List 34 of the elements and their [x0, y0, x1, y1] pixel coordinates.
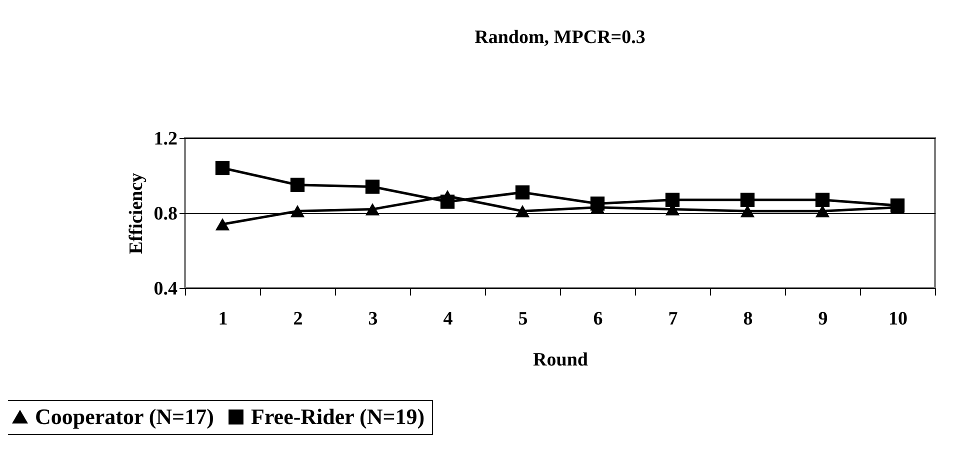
point	[890, 198, 905, 213]
x-tick-label: 7	[668, 308, 678, 330]
y-tick-label: 0.4	[154, 278, 178, 300]
point	[515, 185, 530, 200]
x-tick-label: 1	[218, 308, 228, 330]
x-tick-label: 2	[293, 308, 303, 330]
x-tick-label: 10	[888, 308, 908, 330]
point	[440, 194, 455, 209]
point	[290, 178, 305, 192]
point	[665, 192, 680, 207]
y-tick-label: 0.8	[154, 204, 178, 224]
point	[740, 205, 755, 218]
point	[815, 205, 830, 218]
x-tick-label: 4	[443, 308, 454, 330]
point	[215, 218, 230, 230]
x-axis-title: Round	[533, 350, 588, 370]
point	[215, 160, 230, 176]
legend-label: Free-Rider (N=19)	[251, 404, 425, 429]
legend-label: Cooperator (N=17)	[35, 404, 214, 429]
y-tick-label: 1.2	[154, 128, 178, 150]
point	[365, 180, 380, 194]
point	[740, 192, 755, 207]
point	[290, 205, 305, 218]
y-axis-title: Efficiency	[126, 172, 147, 254]
x-tick-label: 5	[518, 308, 528, 330]
point	[515, 205, 530, 218]
point	[815, 192, 830, 207]
x-tick-label: 6	[593, 308, 603, 330]
x-tick-label: 8	[743, 308, 753, 330]
point	[365, 203, 380, 216]
x-tick-label: 9	[818, 308, 828, 330]
x-tick-label: 3	[368, 308, 378, 330]
point	[590, 196, 605, 211]
chart-title: Random, MPCR=0.3	[474, 27, 646, 48]
